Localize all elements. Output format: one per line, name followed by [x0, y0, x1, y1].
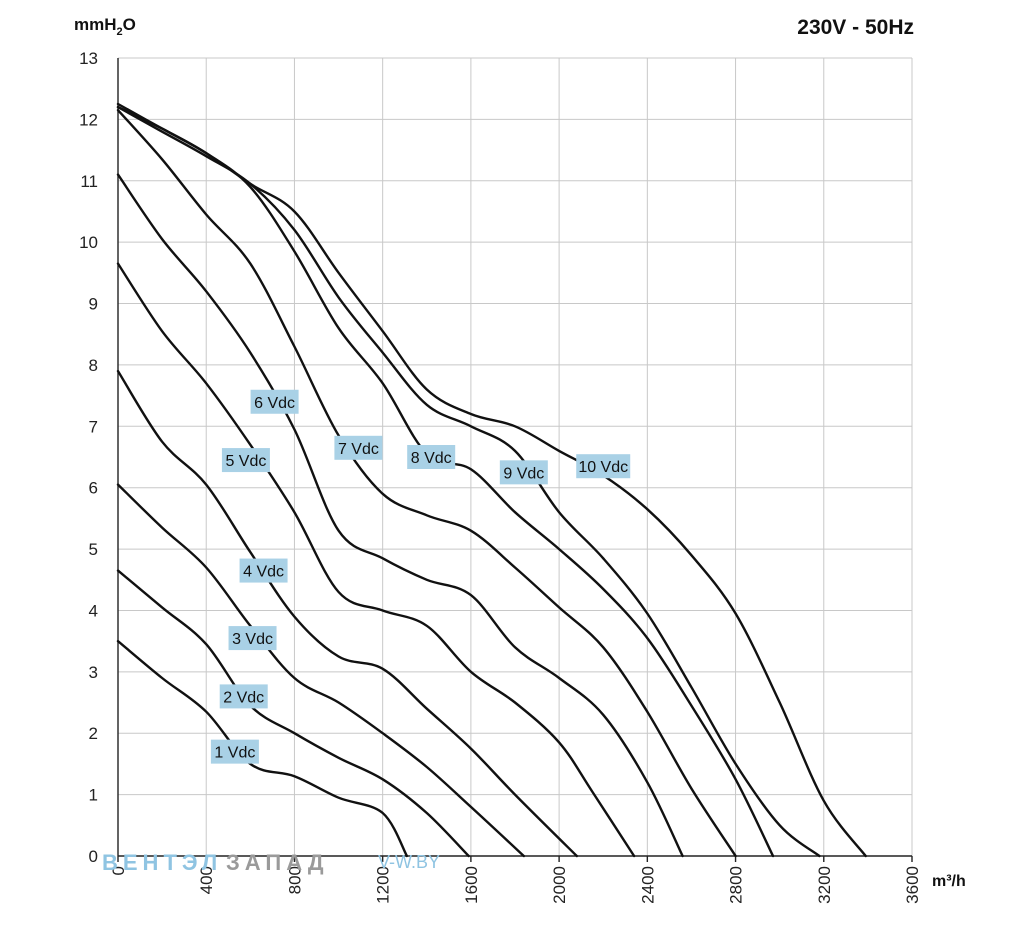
series-line-10-vdc — [116, 102, 867, 858]
x-tick-label: 400 — [197, 866, 216, 894]
series-line-6-vdc — [116, 173, 684, 858]
x-tick-label: 1200 — [374, 866, 393, 904]
y-tick-label: 7 — [89, 417, 98, 436]
series-label-box-10-vdc — [576, 454, 631, 479]
series-label-box-6-vdc — [250, 389, 299, 414]
series-label-5-vdc: 5 Vdc — [225, 453, 266, 470]
chart-title: 230V - 50Hz — [797, 16, 914, 39]
y-tick-label: 13 — [79, 49, 98, 68]
tick-labels: 0 400 800 1200 1600 2000 2400 2800 3200 360001234… — [79, 49, 922, 904]
x-tick-label: 1600 — [462, 866, 481, 904]
series-label-box-8-vdc — [407, 445, 456, 469]
axes — [117, 58, 913, 862]
series-label-8-vdc: 8 Vdc — [411, 450, 452, 467]
series-curves — [116, 102, 867, 858]
y-tick-label: 6 — [89, 479, 98, 498]
y-tick-label: 10 — [79, 233, 98, 252]
series-label-box-2-vdc — [219, 684, 268, 709]
y-tick-label: 3 — [89, 663, 98, 682]
y-tick-label: 0 — [89, 847, 98, 866]
series-labels: 1 Vdc 2 Vdc 3 Vdc 4 Vdc 5 Vdc 6 Vdc 7 Vdc 8 Vdc… — [210, 389, 631, 764]
series-label-4-vdc: 4 Vdc — [243, 564, 284, 581]
y-tick-label: 8 — [89, 356, 98, 375]
y-tick-label: 1 — [89, 786, 98, 805]
series-line-4-vdc — [116, 369, 578, 858]
x-tick-label: 0 — [109, 866, 128, 875]
series-line-5-vdc — [116, 262, 636, 858]
series-label-6-vdc: 6 Vdc — [254, 395, 295, 412]
x-tick-label: 2000 — [550, 866, 569, 904]
y-tick-label: 9 — [89, 295, 98, 314]
watermark-site: V-W.BY — [378, 852, 440, 872]
series-label-1-vdc: 1 Vdc — [214, 745, 255, 762]
y-tick-label: 4 — [89, 601, 98, 620]
series-line-3-vdc — [116, 483, 525, 858]
series-label-3-vdc: 3 Vdc — [232, 631, 273, 648]
series-label-10-vdc: 10 Vdc — [578, 459, 628, 476]
x-tick-label: 2800 — [727, 866, 746, 904]
y-axis-label: mmH2O — [74, 15, 136, 38]
series-label-box-4-vdc — [239, 558, 288, 583]
watermark-part2: ЗАПАД — [226, 850, 329, 875]
series-label-box-9-vdc — [499, 460, 548, 485]
watermark-part1: ВЕНТЭЛ — [102, 850, 222, 875]
x-tick-label: 800 — [285, 866, 304, 894]
series-line-2-vdc — [116, 569, 470, 858]
x-tick-label: 3600 — [903, 866, 922, 904]
series-label-9-vdc: 9 Vdc — [503, 465, 544, 482]
series-label-box-5-vdc — [221, 448, 270, 473]
x-tick-label: 2400 — [638, 866, 657, 904]
x-axis-label: m³/h — [932, 873, 966, 890]
y-tick-label: 5 — [89, 540, 98, 559]
series-label-box-1-vdc — [210, 739, 259, 764]
y-tick-label: 12 — [79, 110, 98, 129]
series-label-box-3-vdc — [228, 626, 277, 651]
series-label-7-vdc: 7 Vdc — [338, 441, 379, 458]
series-line-1-vdc — [116, 640, 409, 858]
y-tick-label: 2 — [89, 724, 98, 743]
y-tick-label: 11 — [80, 172, 98, 191]
grid — [118, 57, 913, 856]
series-line-7-vdc — [116, 109, 737, 858]
series-label-box-7-vdc — [334, 435, 383, 460]
series-label-2-vdc: 2 Vdc — [223, 689, 264, 706]
watermark: ВЕНТЭЛ ЗАПАД V-W.BY — [102, 850, 440, 875]
x-tick-label: 3200 — [815, 866, 834, 904]
